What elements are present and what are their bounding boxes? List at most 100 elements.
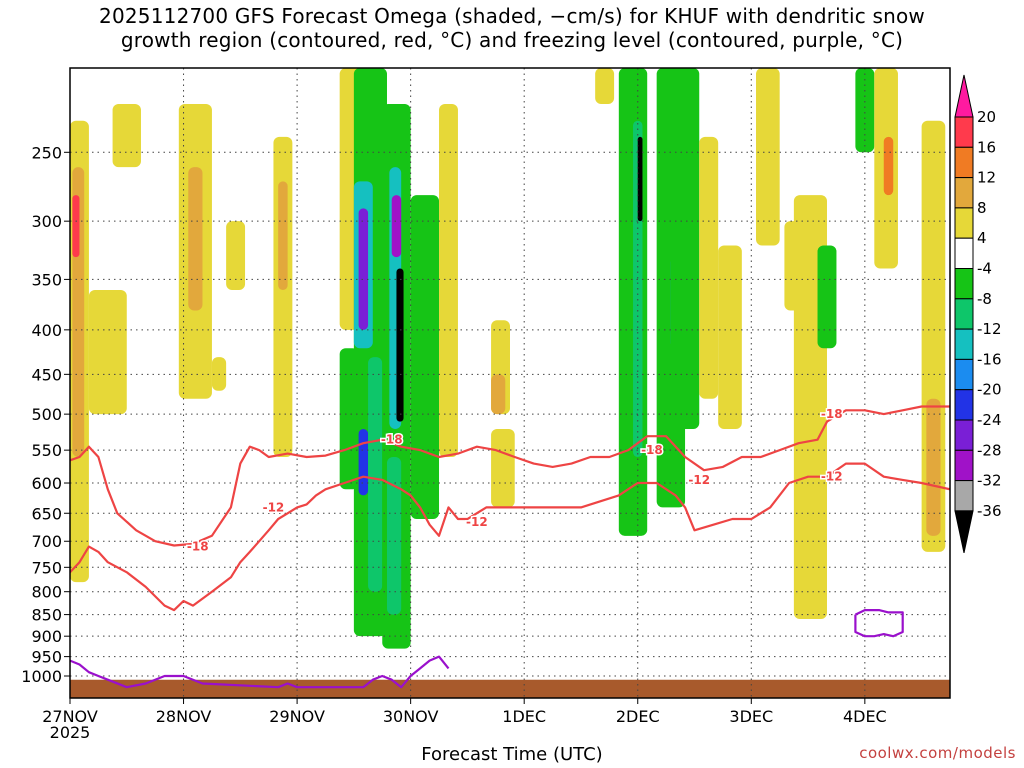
y-tick-label-500: 500 bbox=[31, 405, 62, 424]
contour-label-1: -12 bbox=[263, 500, 285, 514]
y-axis: 250 300 350 400 450 500 550 600 650 700 750 800 850 9… bbox=[21, 143, 70, 686]
omega-patch-20 bbox=[391, 195, 402, 258]
omega-patch-40 bbox=[817, 245, 837, 349]
x-tick-label-28NOV: 28NOV bbox=[156, 707, 212, 726]
y-tick-label-400: 400 bbox=[31, 321, 62, 340]
omega-patch-35 bbox=[699, 136, 719, 399]
contour-label-0: -18 bbox=[187, 540, 209, 554]
omega-patch-10 bbox=[278, 181, 288, 291]
contour-lines bbox=[70, 405, 950, 689]
omega-patch-24 bbox=[439, 104, 458, 457]
colorbar-bin-4 bbox=[954, 237, 974, 269]
omega-patch-34 bbox=[670, 68, 700, 429]
y-tick-label-700: 700 bbox=[31, 532, 62, 551]
omega-patch-45 bbox=[926, 398, 941, 536]
omega-patch-3 bbox=[88, 290, 127, 415]
y-tick-label-1000: 1000 bbox=[21, 667, 62, 686]
contour-label-5: -12 bbox=[688, 473, 710, 487]
contour-label-7: -12 bbox=[821, 470, 843, 484]
omega-patch-23 bbox=[410, 195, 440, 520]
omega-patch-8 bbox=[226, 221, 246, 291]
y-tick-label-650: 650 bbox=[31, 504, 62, 523]
colorbar-bin-2 bbox=[954, 177, 974, 209]
colorbar-label-8: -16 bbox=[977, 350, 1002, 368]
colorbar-bin-6 bbox=[954, 298, 974, 330]
colorbar-label-10: -24 bbox=[977, 411, 1002, 429]
colorbar-label-7: -12 bbox=[977, 320, 1002, 338]
omega-patch-41 bbox=[855, 68, 875, 153]
colorbar-label-5: -4 bbox=[977, 260, 992, 278]
colorbar-label-3: 8 bbox=[977, 199, 987, 217]
colorbar-bin-8 bbox=[954, 358, 974, 391]
y-tick-label-350: 350 bbox=[31, 270, 62, 289]
colorbar-label-6: -8 bbox=[977, 290, 992, 308]
y-tick-label-300: 300 bbox=[31, 212, 62, 231]
x-tick-label-1DEC: 1DEC bbox=[502, 707, 546, 726]
contour-line-1 bbox=[70, 462, 950, 612]
omega-shading bbox=[70, 68, 946, 649]
contour-label-2: -18 bbox=[381, 433, 403, 447]
colorbar-label-11: -28 bbox=[977, 441, 1002, 459]
x-tick-label-27NOV: 27NOV bbox=[42, 707, 98, 726]
colorbar-label-12: -32 bbox=[977, 472, 1002, 490]
y-tick-label-900: 900 bbox=[31, 627, 62, 646]
contour-line-2 bbox=[70, 655, 450, 689]
x-tick-label-3DEC: 3DEC bbox=[729, 707, 773, 726]
omega-patch-6 bbox=[188, 167, 203, 311]
x-tick-sublabel-27NOV: 2025 bbox=[50, 723, 91, 742]
colorbar-bin-3 bbox=[954, 207, 974, 239]
colorbar-label-2: 12 bbox=[977, 169, 996, 187]
colorbar-bin-12 bbox=[954, 480, 974, 512]
grid-lines bbox=[69, 68, 950, 698]
y-tick-label-550: 550 bbox=[31, 441, 62, 460]
colorbar-label-13: -36 bbox=[977, 502, 1002, 520]
title-line-2: growth region (contoured, red, °C) and f… bbox=[120, 28, 904, 52]
omega-patch-31 bbox=[637, 136, 643, 222]
colorbar-over-arrow bbox=[954, 74, 974, 118]
y-tick-label-450: 450 bbox=[31, 365, 62, 384]
omega-patch-15 bbox=[358, 208, 369, 330]
contour-line-0 bbox=[70, 405, 950, 547]
contour-label-4: -18 bbox=[641, 443, 663, 457]
colorbar-bin-10 bbox=[954, 419, 974, 451]
x-tick-label-30NOV: 30NOV bbox=[383, 707, 439, 726]
x-tick-label-4DEC: 4DEC bbox=[843, 707, 887, 726]
omega-patch-25 bbox=[491, 428, 515, 508]
colorbar-bin-1 bbox=[954, 146, 974, 179]
omega-patch-21 bbox=[396, 268, 404, 422]
y-tick-label-250: 250 bbox=[31, 143, 62, 162]
colorbar-label-1: 16 bbox=[977, 138, 996, 156]
contour-line-3 bbox=[854, 609, 904, 638]
colorbar-bin-11 bbox=[954, 449, 974, 482]
y-tick-label-750: 750 bbox=[31, 558, 62, 577]
chart-title: 2025112700 GFS Forecast Omega (shaded, −… bbox=[0, 4, 1024, 52]
x-tick-label-29NOV: 29NOV bbox=[269, 707, 325, 726]
colorbar-bin-9 bbox=[954, 389, 974, 421]
omega-patch-36 bbox=[718, 245, 742, 429]
x-axis-title: Forecast Time (UTC) bbox=[421, 744, 603, 765]
omega-patch-17 bbox=[368, 357, 383, 592]
colorbar-bin-7 bbox=[954, 328, 974, 360]
colorbar-bin-0 bbox=[954, 116, 974, 148]
colorbar-bin-5 bbox=[954, 268, 974, 300]
omega-patch-2 bbox=[72, 195, 80, 258]
contour-label-3: -12 bbox=[466, 515, 488, 529]
y-tick-label-850: 850 bbox=[31, 606, 62, 625]
contour-labels: -18 -12 -18 -12 -18 -12 -18 -12 bbox=[185, 406, 844, 555]
contour-label-6: -18 bbox=[821, 407, 843, 421]
colorbar-label-0: 20 bbox=[977, 108, 996, 126]
x-tick-label-2DEC: 2DEC bbox=[616, 707, 660, 726]
title-line-1: 2025112700 GFS Forecast Omega (shaded, −… bbox=[99, 4, 925, 28]
y-tick-label-950: 950 bbox=[31, 648, 62, 667]
plot-frame bbox=[69, 67, 951, 699]
omega-patch-16 bbox=[358, 428, 369, 496]
y-tick-label-600: 600 bbox=[31, 474, 62, 493]
omega-patch-37 bbox=[756, 68, 780, 246]
colorbar: 20 16 12 8 4 -4 -8 -12 -16 -20 -24 -28 -32 -36 bbox=[954, 74, 1002, 554]
colorbar-under-arrow bbox=[954, 510, 974, 554]
colorbar-label-9: -20 bbox=[977, 381, 1002, 399]
colorbar-label-4: 4 bbox=[977, 229, 987, 247]
omega-patch-22 bbox=[386, 456, 402, 615]
